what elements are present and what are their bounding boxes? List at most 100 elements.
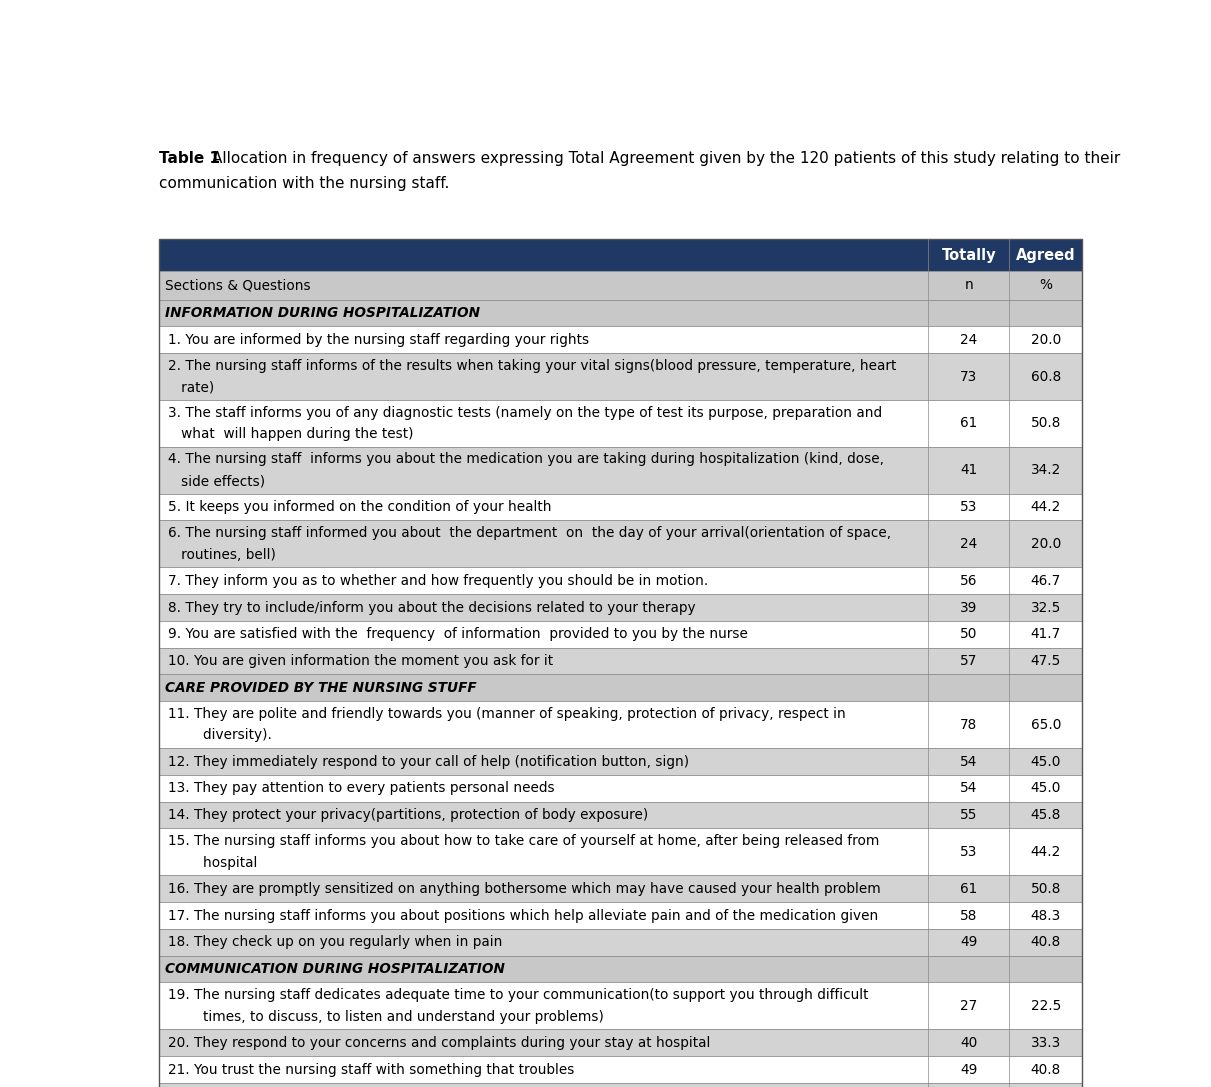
Text: routines, bell): routines, bell): [168, 548, 276, 562]
Bar: [159, 1029, 1083, 1057]
Text: diversity).: diversity).: [168, 728, 272, 742]
Text: 7. They inform you as to whether and how frequently you should be in motion.: 7. They inform you as to whether and how…: [168, 574, 708, 588]
Bar: [159, 493, 1083, 521]
Text: 27: 27: [960, 999, 977, 1013]
Text: 18. They check up on you regularly when in pain: 18. They check up on you regularly when …: [168, 935, 503, 949]
Text: 41: 41: [960, 463, 977, 477]
Text: 46.7: 46.7: [1031, 574, 1061, 588]
Text: 56: 56: [960, 574, 977, 588]
Bar: [159, 300, 1083, 326]
Text: 1. You are informed by the nursing staff regarding your rights: 1. You are informed by the nursing staff…: [168, 333, 590, 347]
Bar: [159, 595, 1083, 621]
Bar: [159, 326, 1083, 353]
Text: 65.0: 65.0: [1031, 717, 1061, 732]
Bar: [159, 775, 1083, 802]
Text: Allocation in frequency of answers expressing Total Agreement given by the 120 p: Allocation in frequency of answers expre…: [212, 151, 1120, 166]
Text: 57: 57: [960, 654, 977, 669]
Bar: [159, 875, 1083, 902]
Text: INFORMATION DURING HOSPITALIZATION: INFORMATION DURING HOSPITALIZATION: [165, 305, 480, 320]
Text: Table 1: Table 1: [159, 151, 220, 166]
Text: 20.0: 20.0: [1031, 333, 1061, 347]
Text: 73: 73: [960, 370, 977, 384]
Text: 60.8: 60.8: [1031, 370, 1061, 384]
Text: 10. You are given information the moment you ask for it: 10. You are given information the moment…: [168, 654, 553, 669]
Text: 16. They are promptly sensitized on anything bothersome which may have caused yo: 16. They are promptly sensitized on anyt…: [168, 882, 882, 896]
Text: 8. They try to include/inform you about the decisions related to your therapy: 8. They try to include/inform you about …: [168, 600, 696, 614]
Bar: [159, 802, 1083, 828]
Bar: [159, 648, 1083, 675]
Bar: [159, 271, 1083, 300]
Text: 40.8: 40.8: [1031, 935, 1061, 949]
Text: 54: 54: [960, 754, 977, 769]
Text: CARE PROVIDED BY THE NURSING STUFF: CARE PROVIDED BY THE NURSING STUFF: [165, 680, 476, 695]
Text: 15. The nursing staff informs you about how to take care of yourself at home, af: 15. The nursing staff informs you about …: [168, 834, 879, 848]
Text: Agreed: Agreed: [1016, 248, 1075, 263]
Text: 61: 61: [960, 416, 977, 430]
Text: 61: 61: [960, 882, 977, 896]
Text: 53: 53: [960, 845, 977, 859]
Text: 13. They pay attention to every patients personal needs: 13. They pay attention to every patients…: [168, 782, 555, 796]
Text: %: %: [1039, 278, 1052, 292]
Bar: [159, 567, 1083, 595]
Bar: [159, 353, 1083, 400]
Text: 6. The nursing staff informed you about  the department  on  the day of your arr: 6. The nursing staff informed you about …: [168, 526, 891, 540]
Text: 44.2: 44.2: [1031, 500, 1061, 514]
Text: 22.5: 22.5: [1031, 999, 1061, 1013]
Text: hospital: hospital: [168, 855, 258, 870]
Text: 24: 24: [960, 333, 977, 347]
Bar: [159, 239, 1083, 271]
Text: COMMUNICATION DURING HOSPITALIZATION: COMMUNICATION DURING HOSPITALIZATION: [165, 962, 505, 976]
Bar: [159, 1057, 1083, 1083]
Text: times, to discuss, to listen and understand your problems): times, to discuss, to listen and underst…: [168, 1010, 604, 1024]
Text: 54: 54: [960, 782, 977, 796]
Text: 44.2: 44.2: [1031, 845, 1061, 859]
Text: 48.3: 48.3: [1031, 909, 1061, 923]
Text: 21. You trust the nursing staff with something that troubles: 21. You trust the nursing staff with som…: [168, 1063, 575, 1076]
Text: 58: 58: [960, 909, 977, 923]
Text: 11. They are polite and friendly towards you (manner of speaking, protection of : 11. They are polite and friendly towards…: [168, 707, 846, 721]
Text: 24: 24: [960, 537, 977, 551]
Text: 40.8: 40.8: [1031, 1063, 1061, 1076]
Bar: [159, 400, 1083, 447]
Text: 32.5: 32.5: [1031, 600, 1061, 614]
Bar: [159, 983, 1083, 1029]
Text: 45.8: 45.8: [1031, 808, 1061, 822]
Text: communication with the nursing staff.: communication with the nursing staff.: [159, 176, 449, 191]
Text: 4. The nursing staff  informs you about the medication you are taking during hos: 4. The nursing staff informs you about t…: [168, 452, 884, 466]
Text: n: n: [964, 278, 974, 292]
Text: 45.0: 45.0: [1031, 782, 1061, 796]
Text: 53: 53: [960, 500, 977, 514]
Text: 9. You are satisfied with the  frequency  of information  provided to you by the: 9. You are satisfied with the frequency …: [168, 627, 748, 641]
Text: 50.8: 50.8: [1031, 416, 1061, 430]
Bar: [159, 955, 1083, 983]
Text: 20.0: 20.0: [1031, 537, 1061, 551]
Text: 39: 39: [960, 600, 977, 614]
Text: what  will happen during the test): what will happen during the test): [168, 427, 414, 441]
Bar: [159, 1083, 1083, 1087]
Bar: [159, 701, 1083, 748]
Text: 41.7: 41.7: [1031, 627, 1061, 641]
Text: 3. The staff informs you of any diagnostic tests (namely on the type of test its: 3. The staff informs you of any diagnost…: [168, 405, 883, 420]
Text: 5. It keeps you informed on the condition of your health: 5. It keeps you informed on the conditio…: [168, 500, 552, 514]
Text: Totally: Totally: [941, 248, 997, 263]
Text: 17. The nursing staff informs you about positions which help alleviate pain and : 17. The nursing staff informs you about …: [168, 909, 878, 923]
Text: 20. They respond to your concerns and complaints during your stay at hospital: 20. They respond to your concerns and co…: [168, 1036, 711, 1050]
Text: 33.3: 33.3: [1031, 1036, 1061, 1050]
Text: 12. They immediately respond to your call of help (notification button, sign): 12. They immediately respond to your cal…: [168, 754, 689, 769]
Text: Sections & Questions: Sections & Questions: [165, 278, 310, 292]
Bar: [159, 621, 1083, 648]
Bar: [159, 902, 1083, 929]
Bar: [159, 675, 1083, 701]
Bar: [159, 748, 1083, 775]
Text: 49: 49: [960, 1063, 977, 1076]
Text: 55: 55: [960, 808, 977, 822]
Text: rate): rate): [168, 380, 214, 395]
Text: 2. The nursing staff informs of the results when taking your vital signs(blood p: 2. The nursing staff informs of the resu…: [168, 359, 896, 373]
Text: 40: 40: [960, 1036, 977, 1050]
Bar: [159, 929, 1083, 955]
Text: 14. They protect your privacy(partitions, protection of body exposure): 14. They protect your privacy(partitions…: [168, 808, 649, 822]
Text: 49: 49: [960, 935, 977, 949]
Text: 47.5: 47.5: [1031, 654, 1061, 669]
Bar: [159, 521, 1083, 567]
Text: 50: 50: [960, 627, 977, 641]
